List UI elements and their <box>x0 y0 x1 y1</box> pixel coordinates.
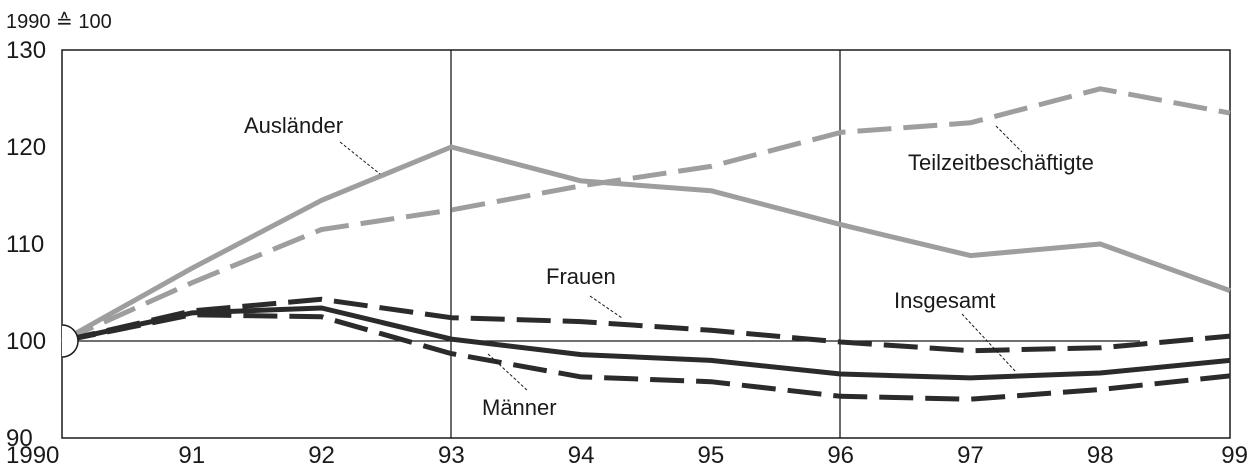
x-tick-label: 96 <box>827 442 854 469</box>
series-label-frauen: Frauen <box>546 264 616 289</box>
y-tick-label: 130 <box>6 37 46 64</box>
leader-maenner <box>487 353 529 392</box>
leader-insgesamt <box>961 313 1017 373</box>
x-tick-label: 92 <box>308 442 335 469</box>
unit-label: 1990 ≙ 100 <box>6 11 112 33</box>
x-tick-label: 91 <box>178 442 205 469</box>
x-tick-label: 93 <box>438 442 465 469</box>
series-label-maenner: Männer <box>482 395 557 420</box>
x-tick-label: 94 <box>568 442 595 469</box>
x-tick-label: 1990 <box>6 442 59 469</box>
x-tick-label: 95 <box>698 442 725 469</box>
x-tick-label: 98 <box>1087 442 1114 469</box>
y-tick-label: 90 <box>6 425 33 452</box>
index-marker-semicircle <box>61 324 79 358</box>
series-label-teilzeitbeschaeftigte: Teilzeitbeschäftigte <box>908 150 1094 175</box>
series-line-4 <box>61 312 1231 402</box>
y-tick-label: 100 <box>6 328 46 355</box>
series-label-insgesamt: Insgesamt <box>894 288 996 313</box>
series-line-3 <box>61 305 1231 381</box>
y-tick-label: 110 <box>6 231 44 258</box>
y-axis: 130 120 110 100 90 <box>6 37 46 452</box>
x-tick-label: 99 <box>1221 442 1248 469</box>
y-tick-label: 120 <box>6 134 46 161</box>
series-lines <box>60 86 1231 402</box>
series-line-2 <box>61 296 1231 354</box>
plot-frame <box>61 49 1231 439</box>
x-axis: 1990 91 92 93 94 95 96 97 98 99 <box>6 442 1248 469</box>
series-line-1 <box>60 86 1231 344</box>
x-tick-label: 97 <box>957 442 984 469</box>
leader-teilzeitbeschaeftigte <box>995 125 1023 153</box>
series-line-0 <box>60 144 1231 344</box>
leader-auslaender <box>339 141 381 175</box>
series-label-auslaender: Ausländer <box>244 113 343 138</box>
leader-frauen <box>589 295 623 319</box>
